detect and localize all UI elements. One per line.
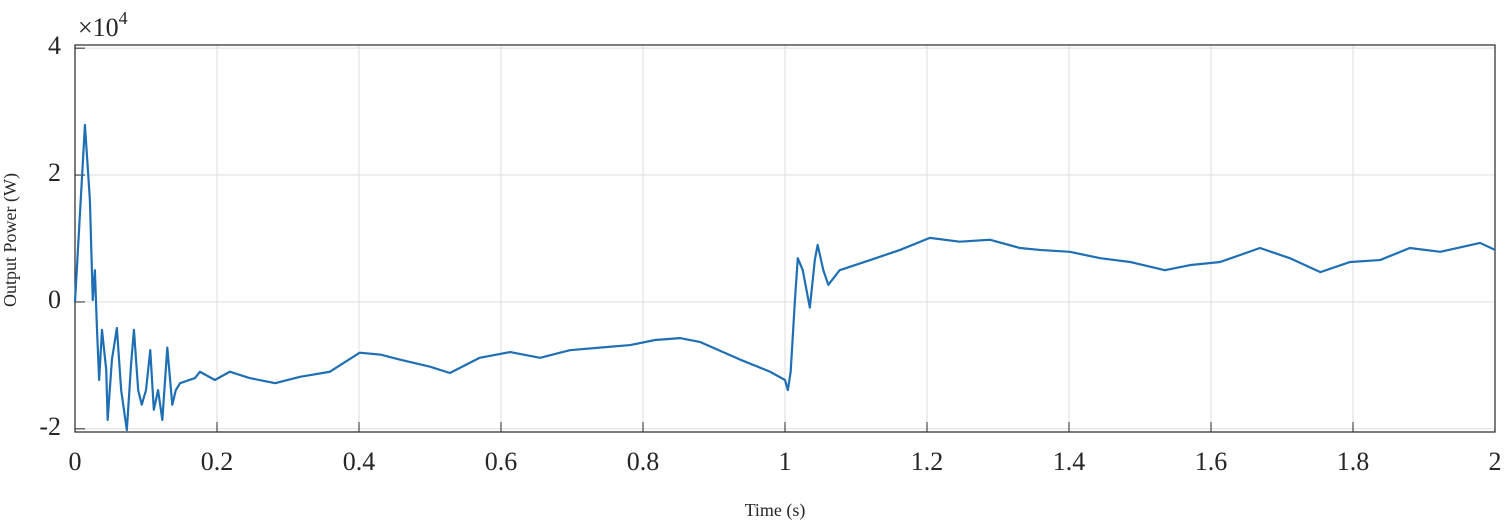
y-tick-label: 2	[48, 158, 61, 187]
data-line	[73, 123, 1496, 432]
y-axis-label: Output Power (W)	[0, 173, 21, 307]
y-multiplier-base: ×10	[78, 13, 119, 42]
x-tick-label: 1	[779, 447, 792, 476]
plot-frame	[74, 44, 1496, 433]
y-tick-label: 0	[48, 285, 61, 314]
y-multiplier-exponent: 4	[119, 8, 128, 28]
x-axis-label: Time (s)	[745, 500, 806, 521]
x-tick-label: 1.6	[1195, 447, 1228, 476]
y-tick-label: 4	[48, 31, 61, 60]
x-tick-label: 1.8	[1337, 447, 1370, 476]
x-tick-label: 0	[69, 447, 82, 476]
x-tick-label: 0.6	[485, 447, 518, 476]
x-tick-label: 2	[1489, 447, 1502, 476]
x-tick-label: 0.4	[343, 447, 376, 476]
x-tick-label: 1.4	[1053, 447, 1086, 476]
y-tick-label: -2	[39, 412, 61, 441]
x-tick-label: 1.2	[911, 447, 944, 476]
y-multiplier: ×104	[78, 8, 128, 42]
x-tick-label: 0.2	[201, 447, 234, 476]
x-tick-label: 0.8	[627, 447, 660, 476]
